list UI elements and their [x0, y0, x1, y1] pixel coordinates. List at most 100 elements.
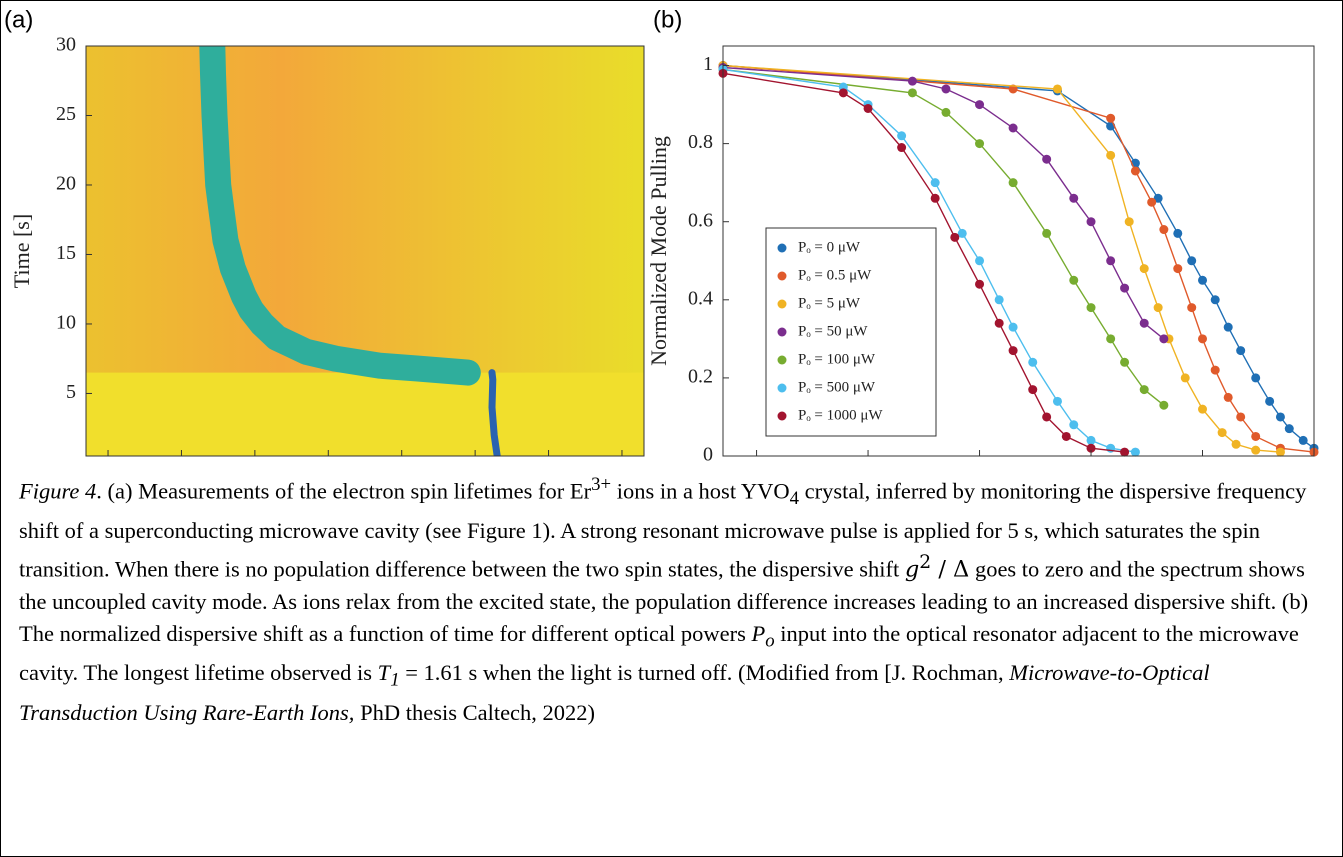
- data-point: [1159, 400, 1169, 410]
- data-point: [1298, 435, 1308, 445]
- data-point: [1139, 264, 1149, 274]
- data-point: [1052, 84, 1062, 94]
- data-point: [1173, 264, 1183, 274]
- data-point: [1198, 404, 1208, 414]
- legend-label: Pₒ = 500 μW: [798, 379, 876, 395]
- data-point: [1139, 385, 1149, 395]
- plot-area: [86, 46, 644, 456]
- legend-marker: [777, 411, 787, 421]
- axes-frame: [722, 45, 1315, 457]
- data-point: [1251, 431, 1261, 441]
- data-point: [1231, 439, 1241, 449]
- resonance-band: [199, 46, 481, 386]
- data-point: [1028, 385, 1038, 395]
- data-point: [1106, 113, 1116, 123]
- legend-marker: [777, 299, 787, 309]
- caption-text: 1: [390, 669, 400, 691]
- caption-text: goes to zero and the spectrum shows the …: [19, 556, 1309, 646]
- caption-text: = 1.61 s when the light is turned off. (…: [399, 660, 1010, 685]
- data-point: [1187, 256, 1197, 266]
- y-tick-label: 0.6: [688, 209, 713, 231]
- caption: Figure 4. (a) Measurements of the electr…: [19, 469, 1319, 729]
- caption-text: PhD thesis Caltech, 2022): [354, 699, 596, 725]
- panel-label: (a): [4, 6, 33, 33]
- data-point: [1210, 295, 1220, 305]
- data-point: [1086, 217, 1096, 227]
- data-point: [975, 139, 985, 149]
- data-point: [1069, 193, 1079, 203]
- fit-line: [722, 66, 1165, 340]
- legend-label: Pₒ = 1000 μW: [798, 407, 883, 423]
- caption-text: input into the optical resonator adjacen…: [19, 620, 1299, 686]
- data-point: [1069, 420, 1079, 430]
- data-point: [897, 131, 907, 141]
- axes-frame: [85, 45, 645, 457]
- y-axis-title: Normalized Mode Pulling: [646, 136, 671, 366]
- data-point: [1086, 435, 1096, 445]
- data-point: [1008, 346, 1018, 356]
- caption-math: 2: [919, 552, 932, 573]
- data-point: [1086, 443, 1096, 453]
- data-point: [975, 256, 985, 266]
- data-point: [1061, 431, 1071, 441]
- legend-marker: [777, 243, 787, 253]
- caption-text: 3+: [591, 474, 612, 495]
- data-point: [1153, 303, 1163, 313]
- data-point: [1086, 303, 1096, 313]
- caption-text: T: [377, 660, 391, 685]
- caption-text: ions in a host YVO: [611, 478, 790, 504]
- charts: 4880489049004910492049304940495051015202…: [4, 6, 1327, 466]
- y-tick-label: 25: [56, 103, 76, 125]
- caption-text: P: [751, 620, 766, 646]
- data-point: [1120, 447, 1130, 457]
- legend-label: Pₒ = 5 μW: [798, 295, 861, 311]
- data-point: [1236, 346, 1246, 356]
- data-point: [1120, 357, 1130, 367]
- y-axis-title: Time [s]: [9, 214, 34, 288]
- data-point: [1042, 412, 1052, 422]
- data-point: [1251, 445, 1261, 455]
- legend-label: Pₒ = 100 μW: [798, 351, 876, 367]
- data-point: [1275, 412, 1285, 422]
- data-point: [907, 88, 917, 98]
- legend-label: Pₒ = 50 μW: [798, 323, 868, 339]
- data-point: [1217, 428, 1227, 438]
- legend-marker: [777, 383, 787, 393]
- data-point: [1120, 283, 1130, 293]
- y-tick-label: 15: [56, 242, 76, 264]
- data-point: [1069, 275, 1079, 285]
- data-point: [1153, 193, 1163, 203]
- plot-area: [718, 61, 1319, 457]
- legend-label: Pₒ = 0 μW: [798, 239, 861, 255]
- caption-text: . (a) Measurements of the electron spin …: [96, 478, 592, 504]
- data-point: [1106, 334, 1116, 344]
- resonance-band: [488, 369, 501, 456]
- data-point: [1265, 396, 1275, 406]
- data-point: [1223, 322, 1233, 332]
- caption-math: g: [904, 556, 920, 583]
- data-point: [1210, 365, 1220, 375]
- caption-text: crystal, inferred by monitoring the disp…: [19, 478, 1307, 582]
- legend-box: [765, 227, 937, 437]
- data-point: [838, 88, 848, 98]
- data-point: [1180, 373, 1190, 383]
- y-tick-label: 0.2: [688, 365, 713, 387]
- data-point: [1187, 303, 1197, 313]
- legend-marker: [777, 271, 787, 281]
- data-point: [1042, 228, 1052, 238]
- caption-math: / Δ: [931, 556, 970, 583]
- data-point: [1275, 447, 1285, 457]
- fit-line: [722, 68, 1165, 406]
- data-point: [1130, 166, 1140, 176]
- data-point: [975, 279, 985, 289]
- data-point: [1159, 225, 1169, 235]
- data-point: [1159, 334, 1169, 344]
- legend-label: Pₒ = 0.5 μW: [798, 267, 872, 283]
- data-point: [1042, 154, 1052, 164]
- y-tick-label: 0.8: [688, 131, 713, 153]
- legend-marker: [777, 355, 787, 365]
- data-point: [957, 228, 967, 238]
- data-point: [1223, 392, 1233, 402]
- data-point: [1198, 334, 1208, 344]
